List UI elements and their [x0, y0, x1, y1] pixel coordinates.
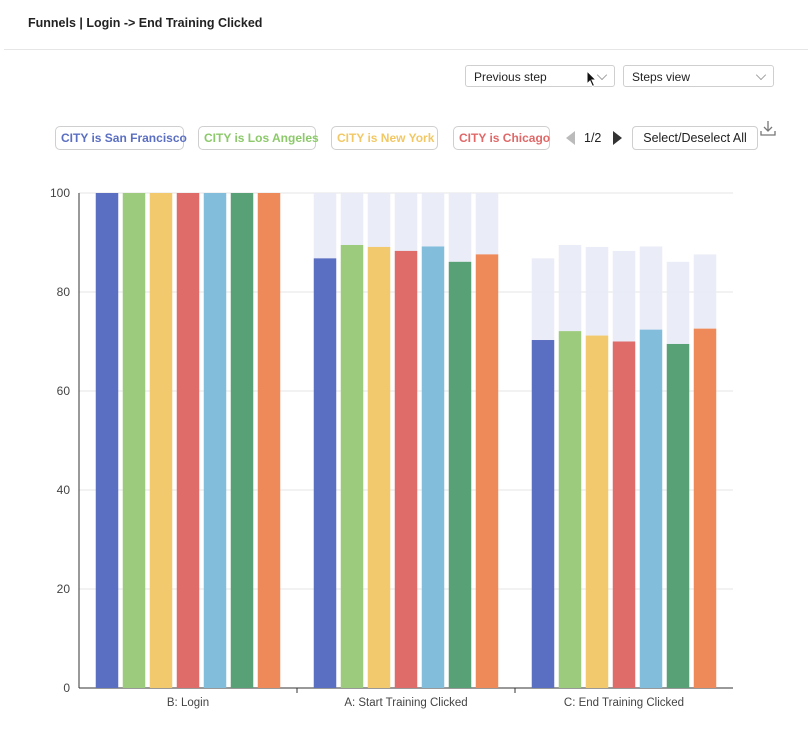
conversion-select[interactable]: Previous step — [465, 65, 615, 87]
y-tick-label: 80 — [57, 285, 71, 299]
y-tick-label: 20 — [57, 582, 71, 596]
dropoff-bar — [475, 193, 499, 255]
bar — [394, 250, 418, 688]
bar — [176, 193, 200, 688]
bar — [257, 193, 281, 688]
page-title: Funnels | Login -> End Training Clicked — [28, 16, 263, 30]
pager-text: 1/2 — [584, 131, 602, 145]
filter-chip[interactable]: CITY is Chicago — [453, 126, 550, 150]
funnel-bar-chart: 0 20 40 60 80 100 B: Login A: Start Training Cl… — [50, 186, 733, 709]
y-tick-label: 0 — [63, 681, 70, 695]
bar — [203, 193, 227, 688]
pager-prev-icon[interactable] — [566, 131, 575, 145]
x-tick-label: B: Login — [167, 697, 209, 709]
bar — [313, 258, 337, 688]
dropoff-bar — [585, 246, 609, 336]
filter-chip[interactable]: CITY is Los Angeles — [198, 126, 319, 150]
bar — [149, 193, 173, 688]
x-tick-label: A: Start Training Clicked — [344, 697, 467, 709]
conversion-select-value: Previous step — [474, 70, 547, 84]
bar — [421, 246, 445, 688]
view-select-value: Steps view — [632, 70, 691, 84]
dropoff-bar — [421, 193, 445, 247]
bar — [639, 329, 663, 688]
view-select[interactable]: Steps view — [623, 65, 774, 87]
pager-next-icon[interactable] — [613, 131, 622, 145]
y-tick-label: 40 — [57, 483, 71, 497]
dropoff-bar — [693, 254, 717, 329]
dropoff-bar — [313, 193, 337, 259]
bar — [230, 193, 254, 688]
dropoff-bar — [531, 258, 555, 341]
dropoff-bar — [394, 193, 418, 251]
dropoff-bar — [558, 244, 582, 332]
chevron-down-icon — [755, 69, 767, 81]
bar — [693, 328, 717, 688]
bar — [448, 261, 472, 688]
bar — [531, 340, 555, 688]
chevron-down-icon — [596, 69, 608, 81]
dropoff-bar — [639, 246, 663, 330]
bar — [367, 246, 391, 688]
dropoff-bar — [367, 193, 391, 247]
filter-chip[interactable]: CITY is San Francisco — [55, 126, 187, 150]
bar — [95, 193, 119, 688]
bar — [612, 341, 636, 688]
bar — [340, 244, 364, 688]
dropoff-bar — [340, 193, 364, 245]
filter-chip[interactable]: CITY is New York — [331, 126, 438, 150]
mouse-cursor-icon — [586, 70, 598, 88]
y-tick-label: 100 — [50, 186, 70, 200]
bar — [666, 343, 690, 688]
header-divider — [4, 49, 808, 50]
dropoff-bar — [448, 193, 472, 262]
y-tick-label: 60 — [57, 384, 71, 398]
bar — [558, 331, 582, 688]
dropoff-bar — [666, 261, 690, 344]
bar — [585, 335, 609, 688]
bar — [475, 254, 499, 688]
dropoff-bar — [612, 250, 636, 342]
bar — [122, 193, 146, 688]
select-all-button[interactable]: Select/Deselect All — [632, 126, 758, 150]
x-tick-label: C: End Training Clicked — [564, 697, 684, 709]
download-icon[interactable] — [760, 120, 776, 138]
